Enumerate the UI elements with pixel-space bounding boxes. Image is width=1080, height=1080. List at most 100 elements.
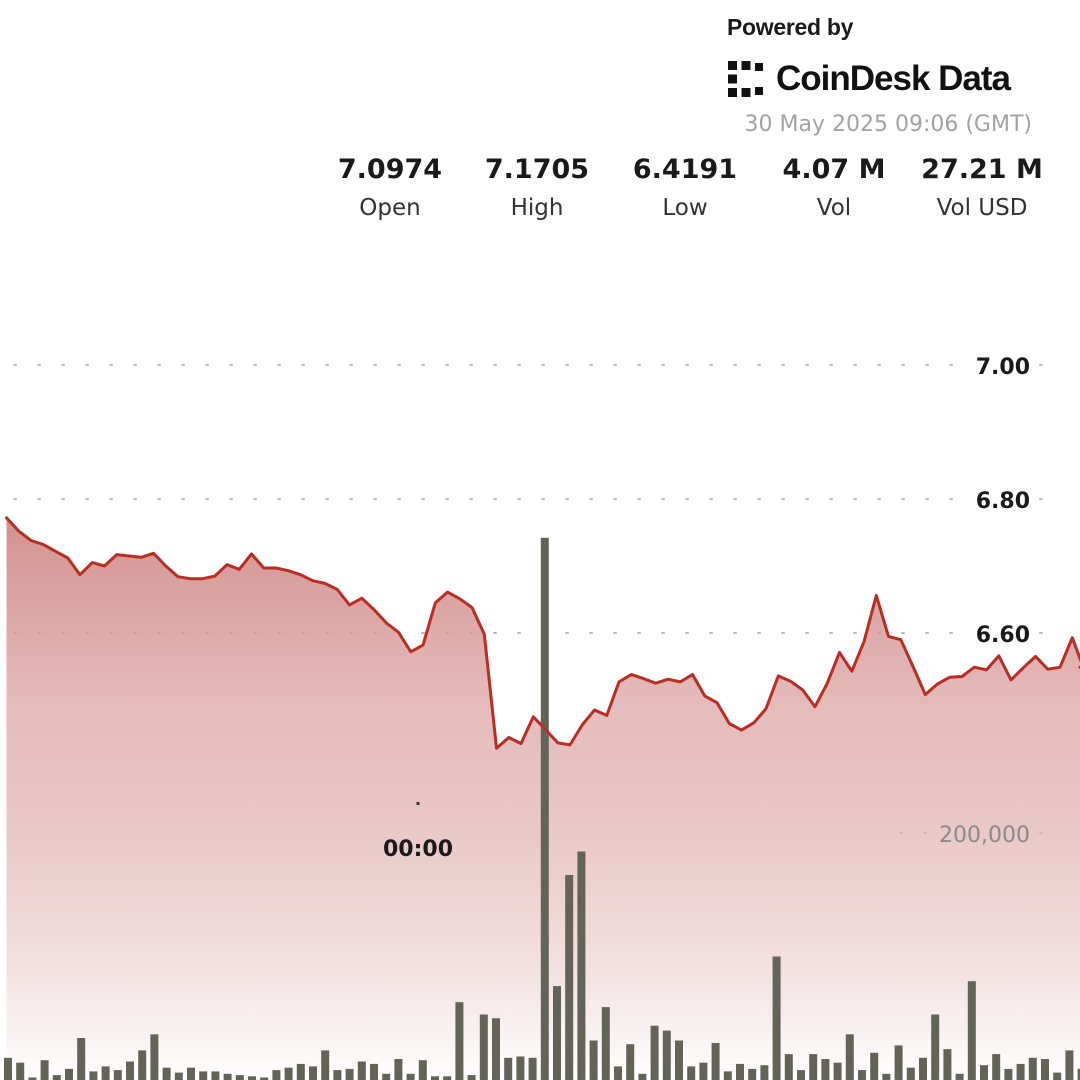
stat-vol-label: Vol	[816, 195, 852, 221]
volume-bar	[345, 1068, 354, 1080]
volume-bar	[553, 986, 561, 1080]
powered-by-label: Powered by	[727, 14, 854, 40]
stat-open: 7.0974 Open	[320, 152, 460, 225]
volume-bar	[906, 1067, 915, 1080]
volume-bar	[955, 1073, 964, 1080]
volume-bar	[16, 1062, 25, 1080]
price-line	[5, 516, 1080, 750]
volume-bar	[943, 1049, 952, 1080]
price-tick-label: 6.80	[976, 489, 1030, 514]
volume-bar	[614, 1066, 622, 1080]
volume-bar	[235, 1075, 244, 1080]
volume-bar	[1004, 1068, 1013, 1080]
price-tick-label: 7.00	[976, 355, 1030, 380]
volume-bar	[162, 1067, 171, 1080]
stat-low-label: Low	[662, 195, 708, 221]
volume-bar	[565, 875, 574, 1080]
volume-bar	[601, 1007, 610, 1080]
coindesk-data-brand: CoinDesk Data	[726, 56, 1011, 102]
stat-vol: 4.07 M Vol	[764, 152, 904, 225]
volume-bar	[809, 1054, 818, 1080]
stat-high: 7.1705 High	[467, 152, 607, 225]
volume-bar	[370, 1063, 378, 1080]
volume-bar	[284, 1067, 293, 1080]
volume-bar	[516, 1056, 525, 1080]
timestamp: 30 May 2025 09:06 (GMT)	[744, 112, 1032, 137]
volume-bar	[626, 1044, 635, 1080]
volume-bar	[138, 1050, 147, 1080]
volume-bar	[492, 1018, 500, 1080]
volume-bar	[882, 1073, 891, 1080]
volume-bar	[699, 1062, 708, 1080]
volume-bar	[333, 1070, 342, 1080]
volume-bar	[1077, 1068, 1080, 1080]
volume-bar	[28, 1077, 37, 1080]
volume-bar	[382, 1073, 391, 1080]
stat-open-label: Open	[359, 195, 421, 221]
volume-bar	[919, 1057, 927, 1080]
volume-bar	[528, 1057, 537, 1080]
volume-bar	[894, 1045, 903, 1080]
volume-bar	[1041, 1059, 1049, 1080]
volume-tick-label: 200,000	[939, 823, 1030, 848]
volume-bar	[126, 1061, 134, 1080]
volume-bar	[431, 1076, 439, 1080]
volume-bar	[931, 1014, 940, 1080]
stat-vol-usd: 27.21 M Vol USD	[912, 152, 1052, 225]
volume-bar	[748, 1068, 757, 1080]
volume-bar	[577, 851, 586, 1080]
volume-bar	[260, 1077, 269, 1080]
volume-bar	[321, 1050, 330, 1080]
volume-bar	[455, 1002, 464, 1080]
volume-bar	[858, 1070, 866, 1080]
volume-bar	[394, 1059, 403, 1080]
volume-bar	[101, 1066, 110, 1080]
volume-bar	[589, 1040, 598, 1080]
volume-bar	[406, 1073, 415, 1080]
volume-bar	[736, 1063, 744, 1080]
volume-bar	[675, 1040, 683, 1080]
stat-high-label: High	[510, 195, 564, 221]
volume-bar	[309, 1066, 317, 1080]
volume-bar	[223, 1073, 232, 1080]
volume-bar	[150, 1034, 159, 1080]
volume-bar	[687, 1066, 696, 1080]
volume-bar	[1016, 1063, 1025, 1080]
volume-bar	[113, 1070, 122, 1080]
volume-bar	[296, 1063, 305, 1080]
volume-bar	[187, 1067, 195, 1080]
volume-bar	[662, 1030, 671, 1080]
time-tick-mark	[416, 802, 420, 805]
volume-bar	[723, 1071, 732, 1080]
volume-bar	[1028, 1057, 1037, 1080]
volume-bar	[199, 1071, 208, 1080]
volume-bar	[870, 1052, 879, 1080]
volume-bar	[272, 1070, 281, 1080]
volume-bar	[772, 956, 781, 1080]
volume-bar	[504, 1057, 513, 1080]
stat-vol-usd-value: 27.21 M	[921, 154, 1043, 185]
volume-bar	[845, 1034, 854, 1080]
volume-bar	[711, 1043, 720, 1080]
stat-high-value: 7.1705	[484, 154, 590, 185]
volume-bar	[784, 1054, 793, 1080]
stat-low-value: 6.4191	[632, 154, 738, 185]
volume-bar	[760, 1065, 769, 1080]
volume-bar	[65, 1068, 73, 1080]
stat-low: 6.4191 Low	[615, 152, 755, 225]
stat-open-value: 7.0974	[337, 154, 443, 185]
volume-bar	[833, 1062, 842, 1080]
volume-bar	[992, 1054, 1001, 1080]
volume-bar	[638, 1073, 647, 1080]
volume-bar	[357, 1061, 366, 1080]
volume-bar	[418, 1060, 427, 1080]
volume-bar	[1053, 1072, 1062, 1080]
volume-bar	[52, 1075, 61, 1080]
volume-bar	[4, 1057, 12, 1080]
volume-bar	[248, 1076, 256, 1080]
volume-bar	[89, 1071, 98, 1080]
volume-bar	[211, 1071, 220, 1080]
volume-bar	[443, 1076, 452, 1080]
stat-vol-usd-label: Vol USD	[936, 195, 1028, 221]
